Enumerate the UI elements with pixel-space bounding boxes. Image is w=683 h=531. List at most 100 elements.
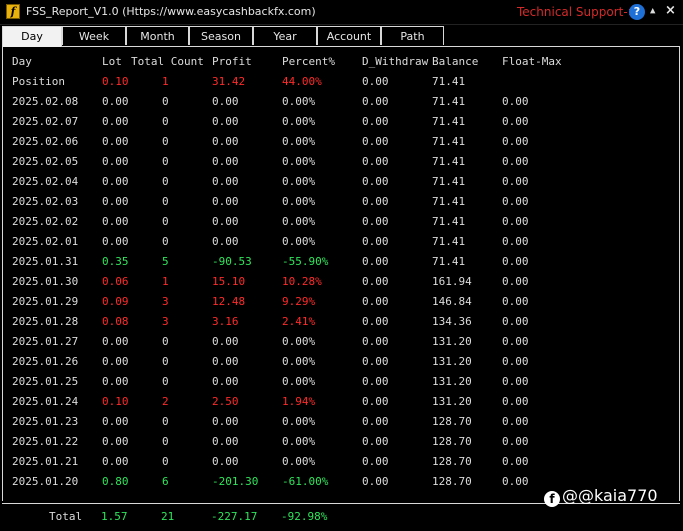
table-row: 2025.01.31 0.35 5 -90.53 -55.90% 0.00 71.41 0.0… — [3, 252, 679, 272]
cell-profit: 0.00 — [212, 215, 239, 228]
cell-day: 2025.02.08 — [12, 95, 79, 108]
cell-withdraw: 0.00 — [362, 95, 389, 108]
total-count: 21 — [161, 510, 175, 523]
tab-year[interactable]: Year — [253, 26, 317, 45]
cell-balance: 71.41 — [432, 75, 466, 88]
total-percent: -92.98% — [281, 510, 328, 523]
cell-lot: 0.00 — [102, 415, 129, 428]
cell-count: 0 — [162, 175, 169, 188]
cell-float-max: 0.00 — [502, 115, 529, 128]
total-row: Total 1.57 21 -227.17 -92.98% — [0, 507, 683, 527]
cell-profit: 0.00 — [212, 95, 239, 108]
cell-lot: 0.00 — [102, 235, 129, 248]
cell-profit: -201.30 — [212, 475, 259, 488]
total-lot: 1.57 — [101, 510, 128, 523]
cell-float-max: 0.00 — [502, 175, 529, 188]
cell-profit: 31.42 — [212, 75, 246, 88]
cell-withdraw: 0.00 — [362, 155, 389, 168]
cell-balance: 128.70 — [432, 415, 472, 428]
cell-withdraw: 0.00 — [362, 235, 389, 248]
cell-float-max: 0.00 — [502, 315, 529, 328]
cell-count: 0 — [162, 215, 169, 228]
cell-profit: 0.00 — [212, 455, 239, 468]
cell-day: 2025.01.27 — [12, 335, 79, 348]
cell-profit: 0.00 — [212, 135, 239, 148]
cell-balance: 128.70 — [432, 435, 472, 448]
cell-lot: 0.00 — [102, 435, 129, 448]
cell-percent: 0.00% — [282, 335, 316, 348]
cell-count: 6 — [162, 475, 169, 488]
cell-day: 2025.01.28 — [12, 315, 79, 328]
help-icon[interactable]: ? — [629, 4, 645, 20]
table-row: 2025.01.26 0.00 0 0.00 0.00% 0.00 131.20 0.00 — [3, 352, 679, 372]
cell-day: 2025.01.22 — [12, 435, 79, 448]
cell-day: 2025.01.26 — [12, 355, 79, 368]
total-profit: -227.17 — [211, 510, 258, 523]
cell-withdraw: 0.00 — [362, 195, 389, 208]
technical-support-link[interactable]: Technical Support-> — [517, 5, 638, 19]
cell-withdraw: 0.00 — [362, 115, 389, 128]
cell-lot: 0.10 — [102, 395, 129, 408]
cell-profit: -90.53 — [212, 255, 252, 268]
close-icon[interactable]: × — [665, 3, 676, 18]
cell-lot: 0.35 — [102, 255, 129, 268]
tab-account[interactable]: Account — [317, 26, 381, 45]
cell-percent: 44.00% — [282, 75, 322, 88]
cell-percent: 0.00% — [282, 175, 316, 188]
report-tabs: Day Week Month Season Year Account Path — [2, 26, 680, 47]
cell-withdraw: 0.00 — [362, 415, 389, 428]
watermark: f @@kaia770 — [544, 486, 658, 507]
cell-count: 0 — [162, 435, 169, 448]
tab-season[interactable]: Season — [189, 26, 253, 45]
cell-percent: 1.94% — [282, 395, 316, 408]
cell-lot: 0.00 — [102, 175, 129, 188]
cell-percent: 0.00% — [282, 95, 316, 108]
cell-percent: 0.00% — [282, 195, 316, 208]
table-row: 2025.02.05 0.00 0 0.00 0.00% 0.00 71.41 0.00 — [3, 152, 679, 172]
table-header: Day Lot Total Count Profit Percent% D_Wi… — [3, 52, 679, 72]
cell-lot: 0.00 — [102, 155, 129, 168]
cell-day: 2025.02.02 — [12, 215, 79, 228]
column-header-withdraw: D_Withdraw — [362, 55, 429, 68]
collapse-icon[interactable]: ▲ — [650, 6, 656, 16]
cell-percent: -55.90% — [282, 255, 329, 268]
cell-percent: 10.28% — [282, 275, 322, 288]
column-header-balance: Balance — [432, 55, 479, 68]
cell-balance: 71.41 — [432, 175, 466, 188]
total-label: Total — [49, 510, 83, 523]
cell-count: 3 — [162, 295, 169, 308]
table-row: 2025.01.22 0.00 0 0.00 0.00% 0.00 128.70 0.00 — [3, 432, 679, 452]
table-row: 2025.02.02 0.00 0 0.00 0.00% 0.00 71.41 0.00 — [3, 212, 679, 232]
column-header-day: Day — [12, 55, 32, 68]
table-row: Position 0.10 1 31.42 44.00% 0.00 71.41 — [3, 72, 679, 92]
cell-count: 0 — [162, 235, 169, 248]
app-logo-icon: f — [6, 4, 20, 19]
cell-float-max: 0.00 — [502, 255, 529, 268]
cell-withdraw: 0.00 — [362, 75, 389, 88]
tab-path[interactable]: Path — [381, 26, 444, 45]
tab-week[interactable]: Week — [62, 26, 126, 45]
cell-count: 1 — [162, 275, 169, 288]
cell-withdraw: 0.00 — [362, 135, 389, 148]
cell-percent: 0.00% — [282, 235, 316, 248]
cell-day: 2025.01.23 — [12, 415, 79, 428]
table-row: 2025.02.03 0.00 0 0.00 0.00% 0.00 71.41 0.00 — [3, 192, 679, 212]
cell-balance: 146.84 — [432, 295, 472, 308]
cell-balance: 71.41 — [432, 95, 466, 108]
cell-profit: 2.50 — [212, 395, 239, 408]
cell-balance: 161.94 — [432, 275, 472, 288]
cell-profit: 0.00 — [212, 335, 239, 348]
cell-lot: 0.00 — [102, 335, 129, 348]
cell-withdraw: 0.00 — [362, 335, 389, 348]
cell-withdraw: 0.00 — [362, 215, 389, 228]
cell-day: 2025.02.06 — [12, 135, 79, 148]
tab-month[interactable]: Month — [126, 26, 189, 45]
cell-count: 3 — [162, 315, 169, 328]
column-header-float-max: Float-Max — [502, 55, 562, 68]
cell-day: 2025.01.31 — [12, 255, 79, 268]
tab-day[interactable]: Day — [2, 26, 62, 47]
table-row: 2025.01.29 0.09 3 12.48 9.29% 0.00 146.84 0.00 — [3, 292, 679, 312]
cell-count: 0 — [162, 195, 169, 208]
table-row: 2025.02.01 0.00 0 0.00 0.00% 0.00 71.41 0.00 — [3, 232, 679, 252]
cell-lot: 0.06 — [102, 275, 129, 288]
